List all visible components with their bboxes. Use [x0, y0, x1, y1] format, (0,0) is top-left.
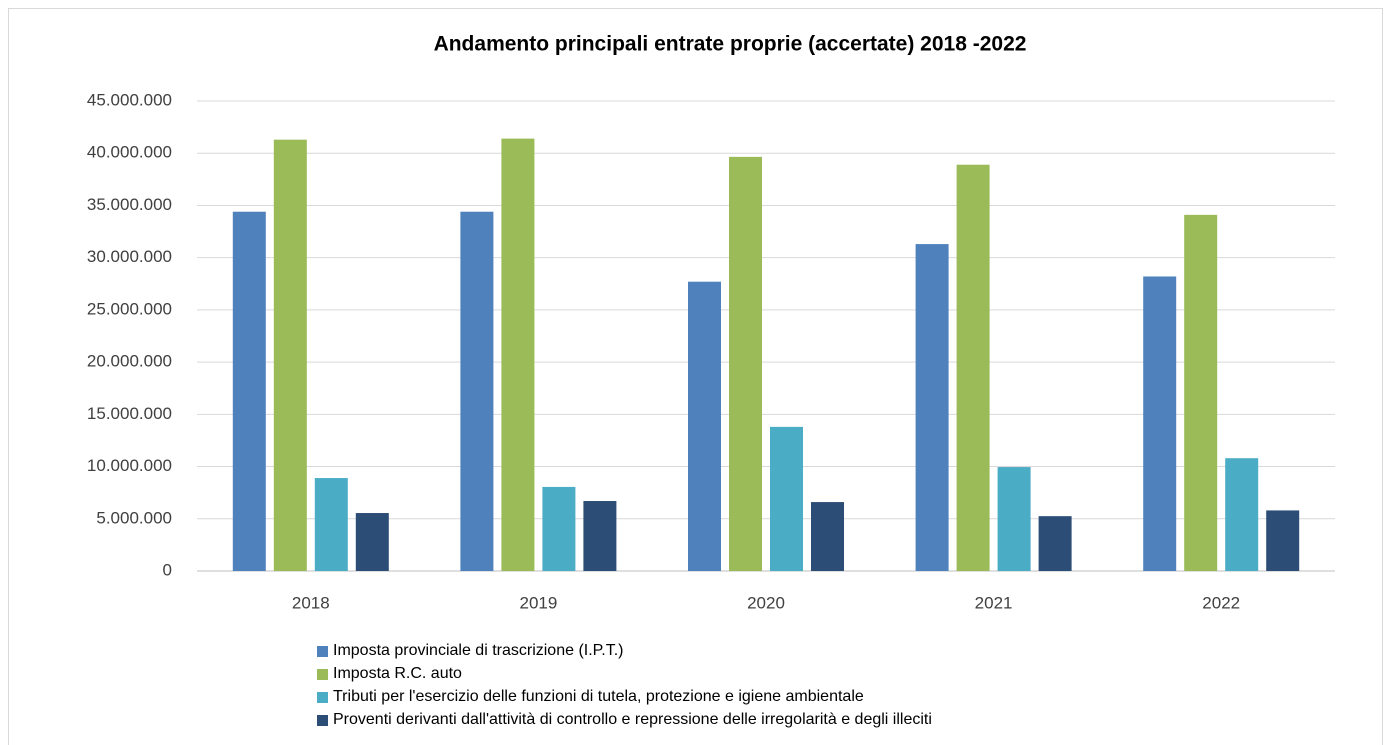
- y-tick-label: 0: [163, 560, 172, 579]
- bar: [729, 156, 762, 571]
- y-tick-label: 20.000.000: [87, 352, 172, 371]
- legend-label: Tributi per l'esercizio delle funzioni d…: [333, 688, 864, 705]
- x-tick-label: 2021: [975, 593, 1013, 612]
- x-tick-label: 2019: [519, 593, 557, 612]
- legend-label: Proventi derivanti dall'attività di cont…: [333, 711, 932, 728]
- legend-swatch: [317, 646, 328, 657]
- bar: [1038, 516, 1072, 571]
- y-tick-label: 35.000.000: [87, 195, 172, 214]
- y-tick-label: 15.000.000: [87, 404, 172, 423]
- bar: [273, 139, 307, 571]
- chart-title: Andamento principali entrate proprie (ac…: [434, 33, 1027, 56]
- bar: [956, 164, 990, 571]
- x-tick-label: 2018: [292, 593, 330, 612]
- legend-swatch: [317, 692, 328, 703]
- legend-swatch: [317, 715, 328, 726]
- bar: [1184, 214, 1218, 571]
- bar: [688, 281, 721, 571]
- legend-label: Imposta provinciale di trascrizione (I.P…: [333, 642, 623, 659]
- y-tick-label: 40.000.000: [87, 143, 172, 162]
- bar: [501, 138, 535, 571]
- bar: [542, 486, 576, 571]
- y-tick-label: 25.000.000: [87, 299, 172, 318]
- bar: [770, 426, 803, 571]
- y-tick-label: 5.000.000: [96, 508, 172, 527]
- bar: [314, 478, 348, 571]
- x-tick-label: 2020: [747, 593, 785, 612]
- bar: [1266, 510, 1300, 571]
- y-tick-label: 30.000.000: [87, 247, 172, 266]
- bar: [811, 502, 844, 571]
- bar: [997, 467, 1031, 571]
- x-tick-label: 2022: [1202, 593, 1240, 612]
- bar: [915, 244, 949, 572]
- bar: [355, 513, 389, 571]
- bar: [1225, 458, 1259, 571]
- y-tick-label: 10.000.000: [87, 456, 172, 475]
- y-tick-label: 45.000.000: [87, 90, 172, 109]
- bar: [460, 211, 494, 571]
- legend-swatch: [317, 669, 328, 680]
- bar: [232, 211, 266, 571]
- legend-label: Imposta R.C. auto: [333, 665, 462, 682]
- bar: [583, 501, 617, 571]
- bar: [1143, 276, 1177, 571]
